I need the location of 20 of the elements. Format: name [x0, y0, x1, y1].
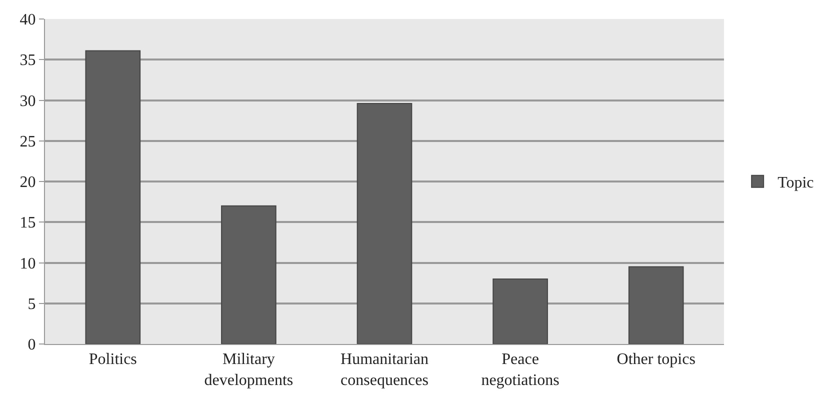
- y-tick-label: 25: [20, 133, 36, 150]
- bar: [492, 278, 548, 344]
- y-tick-label: 10: [20, 255, 36, 272]
- y-tick-label: 15: [20, 214, 36, 232]
- y-tick-label: 0: [28, 336, 36, 354]
- x-tick-label: Peace negotiations: [481, 351, 560, 389]
- bar: [221, 205, 276, 344]
- y-tick-label: 20: [20, 174, 36, 192]
- x-tick-label: Politics: [88, 351, 137, 368]
- bar: [628, 266, 684, 344]
- bar: [356, 103, 412, 344]
- x-tick-label: Humanitarian consequences: [340, 351, 428, 389]
- y-tick-label: 40: [20, 12, 36, 29]
- y-tick-label: 30: [20, 92, 36, 110]
- legend-label: Topic: [778, 174, 814, 192]
- y-tick-label: 35: [20, 52, 36, 70]
- x-tick-label: Other topics: [616, 351, 696, 368]
- bar: [85, 50, 141, 344]
- x-tick-label: Military developments: [204, 351, 294, 389]
- y-tick-label: 5: [28, 296, 36, 313]
